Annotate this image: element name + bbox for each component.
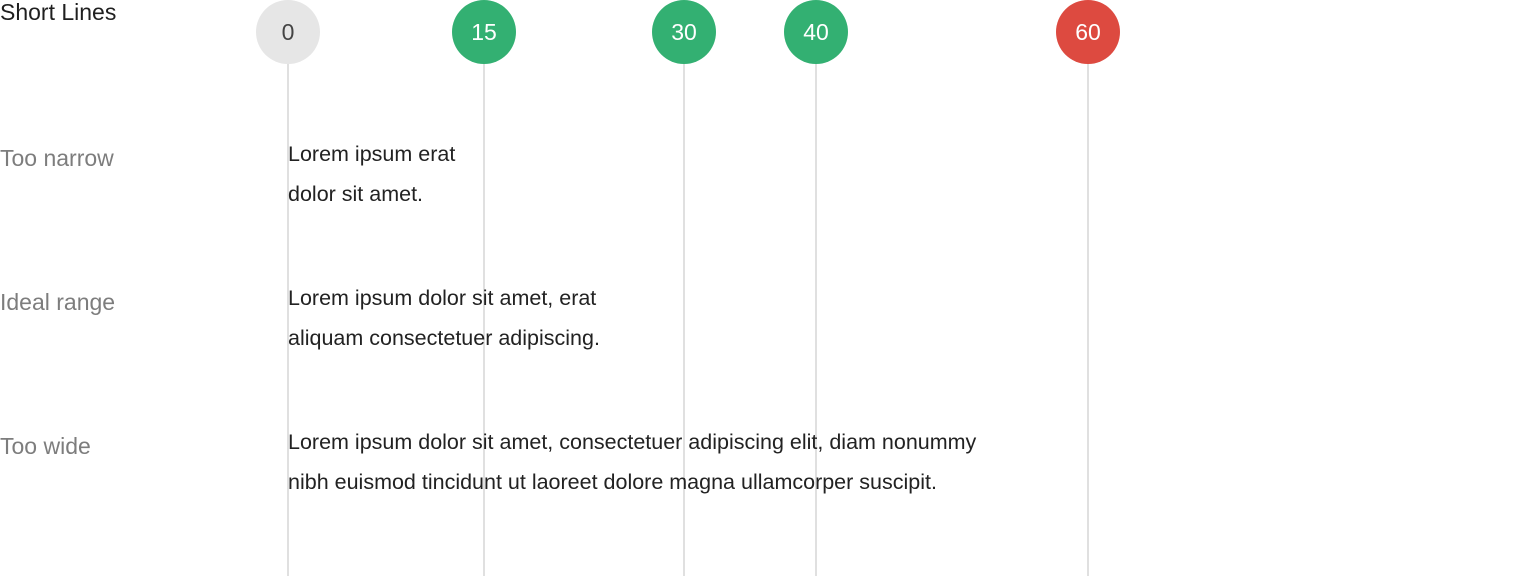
row-label-too-wide: Too wide	[0, 433, 91, 459]
marker-30: 30	[652, 0, 716, 64]
marker-15: 15	[452, 0, 516, 64]
row-label-too-narrow: Too narrow	[0, 145, 114, 171]
marker-60: 60	[1056, 0, 1120, 64]
marker-line-0	[287, 62, 289, 576]
text-line: Lorem ipsum dolor sit amet, consectetuer…	[288, 430, 977, 454]
marker-line-15	[483, 62, 485, 576]
marker-line-60	[1087, 62, 1089, 576]
text-line: Lorem ipsum dolor sit amet, erat	[288, 286, 597, 310]
marker-line-40	[815, 62, 817, 576]
row-text-ideal-range: Lorem ipsum dolor sit amet, erat aliquam…	[288, 278, 600, 358]
text-line: dolor sit amet.	[288, 182, 424, 206]
row-text-too-narrow: Lorem ipsum erat dolor sit amet.	[288, 134, 455, 214]
marker-0: 0	[256, 0, 320, 64]
row-text-too-wide: Lorem ipsum dolor sit amet, consectetuer…	[288, 422, 976, 502]
text-line: Lorem ipsum erat	[288, 142, 456, 166]
marker-line-30	[683, 62, 685, 576]
text-line: nibh euismod tincidunt ut laoreet dolore…	[288, 470, 937, 494]
page-title: Short Lines	[0, 0, 117, 25]
text-line: aliquam consectetuer adipiscing.	[288, 326, 600, 350]
marker-40: 40	[784, 0, 848, 64]
row-label-ideal-range: Ideal range	[0, 289, 116, 315]
